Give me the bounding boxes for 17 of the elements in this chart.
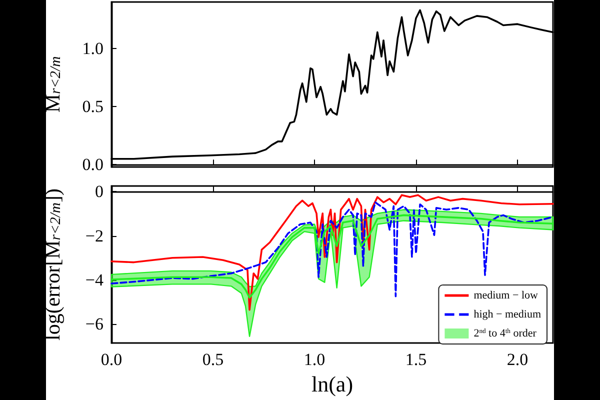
legend-label: high − medium [474, 308, 542, 320]
y-tick-label: 1.0 [82, 38, 104, 58]
y-tick-label: 0 [95, 182, 104, 202]
x-tick-label: 0.5 [202, 350, 224, 369]
line-series [110, 194, 554, 311]
y-tick-label: −4 [85, 270, 104, 290]
x-tick-label: 2.0 [506, 350, 528, 369]
y-axis-title: Mr<2/m [40, 56, 64, 113]
y-tick-label: 0.5 [82, 97, 104, 116]
x-tick-label: 1.0 [304, 350, 326, 369]
y-tick-label: −6 [85, 314, 104, 334]
legend-label: medium − low [474, 290, 538, 302]
y-tick-label: −2 [85, 226, 104, 246]
y-tick-label: 0.0 [82, 155, 104, 174]
x-tick-label: 1.5 [405, 350, 427, 369]
x-tick-label: 0.0 [100, 350, 122, 369]
x-axis-title: ln(a) [311, 372, 354, 396]
